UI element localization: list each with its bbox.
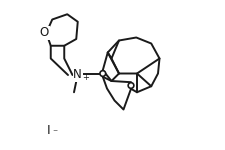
Text: O: O bbox=[40, 27, 49, 39]
Text: ⁻: ⁻ bbox=[52, 129, 57, 139]
Text: +: + bbox=[82, 74, 89, 82]
Circle shape bbox=[128, 83, 133, 88]
Circle shape bbox=[99, 71, 105, 76]
Text: I: I bbox=[47, 124, 50, 137]
Text: N: N bbox=[73, 69, 82, 81]
